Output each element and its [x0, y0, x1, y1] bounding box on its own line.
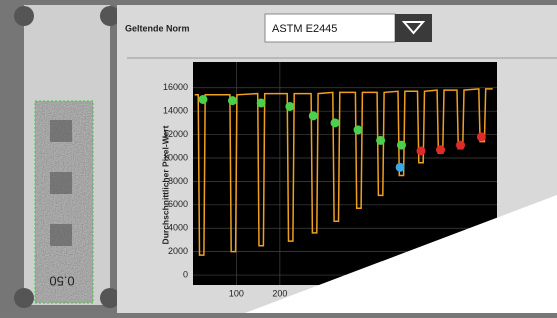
measure-point [285, 102, 294, 111]
corner [14, 6, 34, 26]
norm-label: Geltende Norm [125, 23, 190, 33]
measure-point [417, 146, 426, 155]
x-tick-label: 100 [229, 288, 244, 298]
measure-point [376, 136, 385, 145]
y-tick-label: 4000 [168, 223, 188, 233]
y-tick-label: 8000 [168, 176, 188, 186]
screen: 0.50 Geltende Norm ASTM E2445 Durchschni… [0, 0, 557, 313]
x-tick-label: 200 [272, 288, 287, 298]
image-label: 0.50 [49, 274, 74, 289]
y-tick-label: 12000 [163, 129, 188, 139]
y-tick-label: 16000 [163, 82, 188, 92]
image-hole [50, 172, 72, 194]
measure-point [309, 111, 318, 120]
y-tick-label: 6000 [168, 199, 188, 209]
y-tick-label: 10000 [163, 152, 188, 162]
measure-point [331, 118, 340, 127]
measure-point [477, 132, 486, 141]
measure-point [198, 95, 207, 104]
image-hole [50, 224, 72, 246]
norm-value: ASTM E2445 [272, 23, 337, 35]
measure-point [354, 125, 363, 134]
measure-point [456, 141, 465, 150]
measure-point [396, 163, 405, 172]
y-tick-label: 0 [183, 269, 188, 279]
corner [14, 288, 34, 308]
y-tick-label: 14000 [163, 106, 188, 116]
dropdown-button[interactable] [395, 14, 432, 42]
measure-point [257, 98, 266, 107]
measure-point [436, 145, 445, 154]
image-hole [50, 120, 72, 142]
y-tick-label: 2000 [168, 246, 188, 256]
measure-point [228, 96, 237, 105]
measure-point [397, 141, 406, 150]
